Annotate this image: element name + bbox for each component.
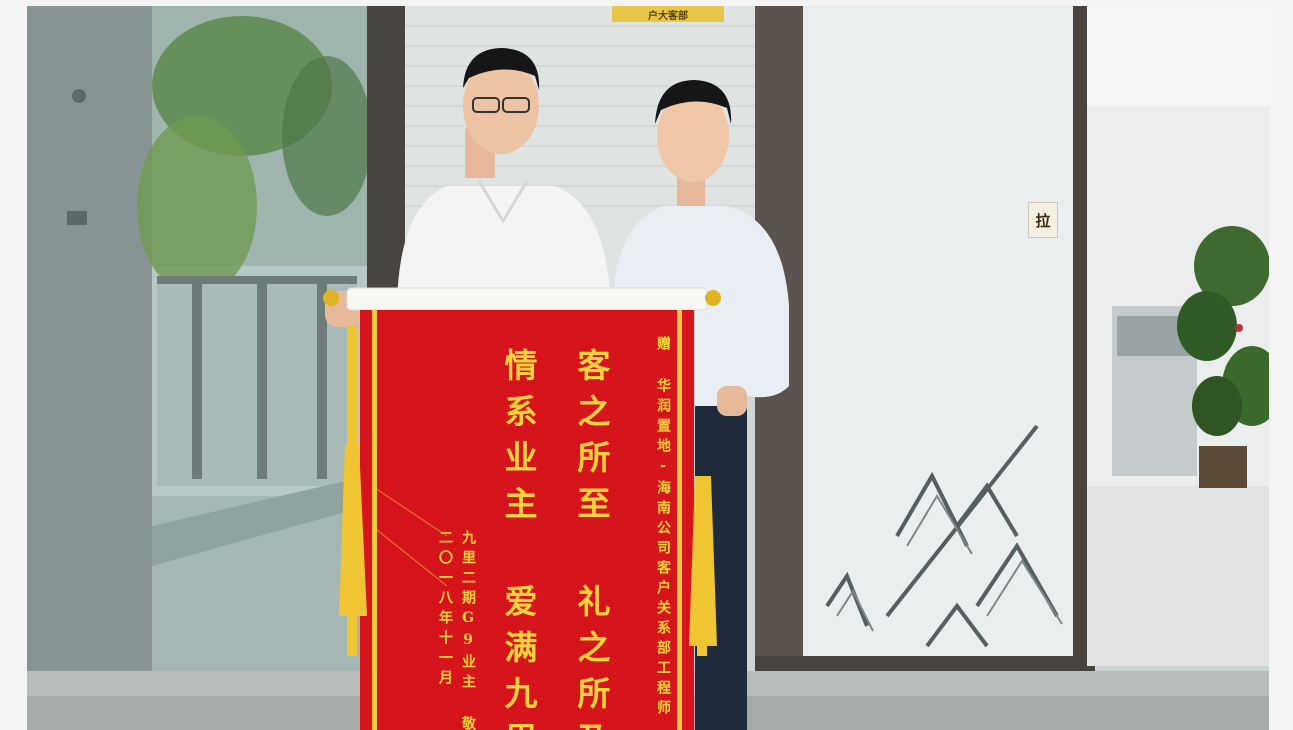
door-pull-sign: 拉	[1028, 202, 1058, 238]
banner-dedication: 赠 华润置地-海南公司客户关系部工程师 纵兵	[655, 336, 671, 730]
banner-line-2: 情系业主 爱满九里	[499, 348, 538, 730]
banner-tassels	[339, 326, 717, 656]
banner-signature: 九里二期G9业主 敬赠	[460, 530, 476, 730]
photo: 户大客部 拉 赠 华润置地-海南公司客户关系部工程师 纵兵 客之所至 礼之所及 …	[27, 6, 1269, 730]
man-right	[613, 80, 789, 730]
top-signage: 户大客部	[612, 6, 724, 22]
mountain-decal	[825, 424, 1059, 648]
potted-plant	[1177, 226, 1269, 488]
banner: 赠 华润置地-海南公司客户关系部工程师 纵兵 客之所至 礼之所及 情系业主 爱满…	[364, 306, 692, 730]
office-entrance-scene	[27, 6, 1269, 730]
man-left	[325, 48, 611, 327]
banner-date: 二〇一八年十一月	[437, 530, 453, 690]
banner-line-1: 客之所至 礼之所及	[572, 348, 611, 730]
banner-body	[360, 310, 694, 730]
